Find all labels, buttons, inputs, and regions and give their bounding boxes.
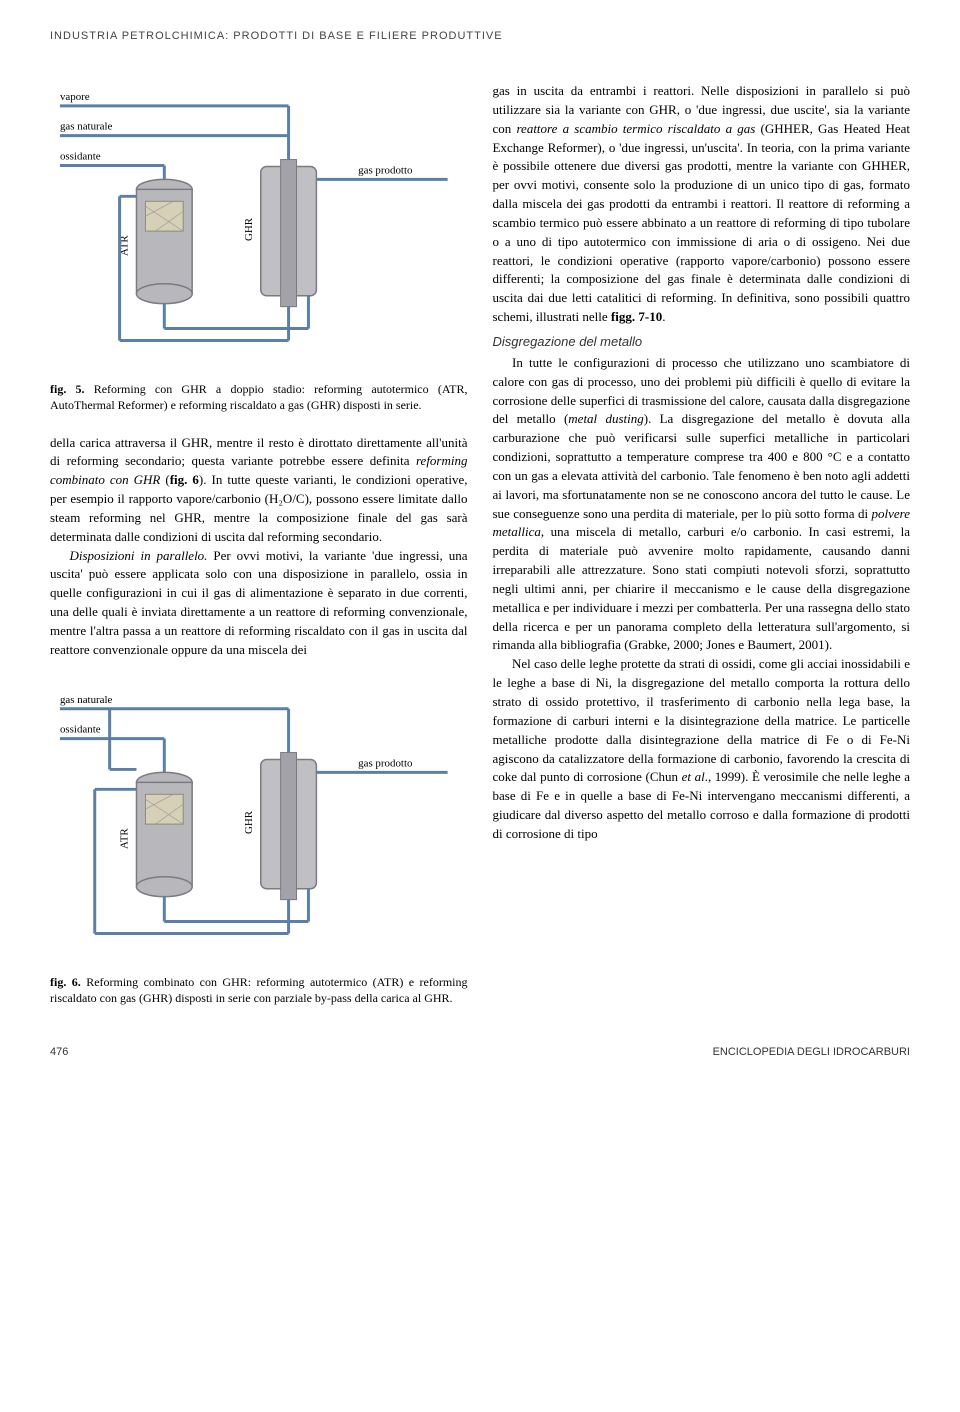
label-gas-prodotto-2: gas prodotto [358, 757, 413, 769]
col2-p2: In tutte le configurazioni di processo c… [493, 354, 911, 656]
col2-p3: Nel caso delle leghe protette da strati … [493, 655, 911, 843]
label-ossidante: ossidante [60, 151, 101, 163]
col1-p2: Disposizioni in parallelo. Per ovvi moti… [50, 547, 468, 660]
left-column: vapore gas naturale ossidante gas prodot… [50, 82, 468, 1006]
col2-p1: gas in uscita da entrambi i reattori. Ne… [493, 82, 911, 327]
label-gas-prodotto: gas prodotto [358, 164, 413, 176]
page-number: 476 [50, 1046, 68, 1058]
section-title-disgregazione: Disgregazione del metallo [493, 333, 911, 352]
figure-5-diagram: vapore gas naturale ossidante gas prodot… [50, 82, 468, 366]
label-ghr-2: GHR [243, 810, 255, 834]
page-header: INDUSTRIA PETROLCHIMICA: PRODOTTI DI BAS… [50, 30, 910, 42]
right-column: gas in uscita da entrambi i reattori. Ne… [493, 82, 911, 1006]
fig5-caption: fig. 5. Reforming con GHR a doppio stadi… [50, 381, 468, 413]
footer-source: ENCICLOPEDIA DEGLI IDROCARBURI [713, 1046, 910, 1058]
label-ghr: GHR [243, 217, 255, 241]
col1-p1: della carica attraversa il GHR, mentre i… [50, 434, 468, 547]
fig5-label: fig. 5. [50, 382, 85, 396]
figure-6-diagram: gas naturale ossidante gas prodotto [50, 675, 468, 959]
fig5-text: Reforming con GHR a doppio stadio: refor… [50, 382, 468, 412]
fig6-label: fig. 6. [50, 975, 81, 989]
page-footer: 476 ENCICLOPEDIA DEGLI IDROCARBURI [50, 1046, 910, 1058]
fig6-caption: fig. 6. Reforming combinato con GHR: ref… [50, 974, 468, 1006]
fig5-svg: vapore gas naturale ossidante gas prodot… [50, 82, 468, 360]
label-gas-naturale: gas naturale [60, 121, 113, 133]
label-vapore: vapore [60, 91, 90, 103]
label-ossidante-2: ossidante [60, 723, 101, 735]
label-gas-naturale-2: gas naturale [60, 694, 113, 706]
two-column-layout: vapore gas naturale ossidante gas prodot… [50, 82, 910, 1006]
label-atr-2: ATR [119, 827, 131, 848]
fig6-svg: gas naturale ossidante gas prodotto [50, 675, 468, 953]
fig6-text: Reforming combinato con GHR: reforming a… [50, 975, 468, 1005]
